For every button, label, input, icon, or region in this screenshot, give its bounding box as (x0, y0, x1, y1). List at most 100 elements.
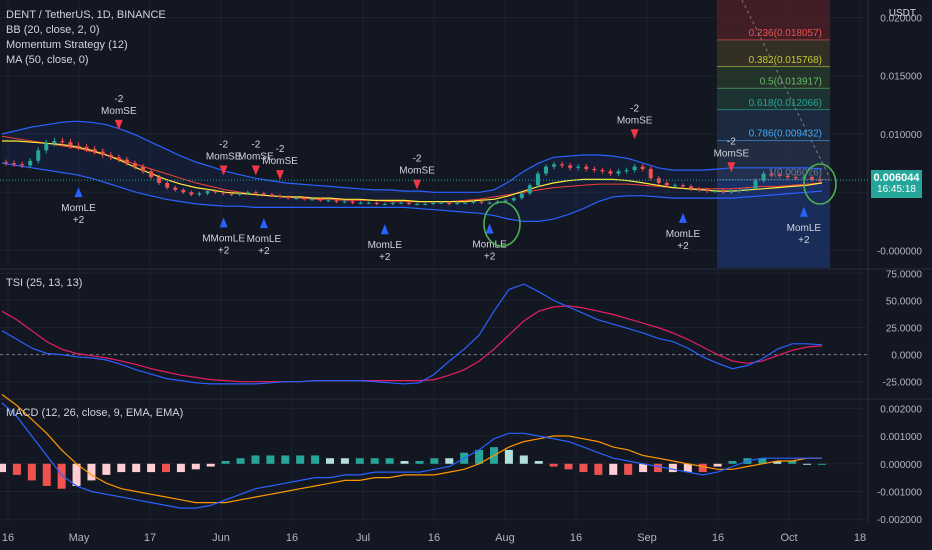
candle-body (116, 157, 121, 160)
macd-histogram-bar (176, 463, 185, 473)
candle-body (592, 168, 597, 171)
macd-y-tick-label: 0.000000 (880, 460, 922, 471)
long-arrow-icon (259, 218, 268, 229)
signal-short-qty: -2 (727, 136, 736, 147)
candle-body (519, 193, 524, 199)
tsi-y-tick-label: 50.0000 (886, 296, 923, 307)
macd-histogram-bar (475, 449, 484, 464)
candle-body (165, 182, 170, 188)
candle-body (76, 145, 81, 147)
long-arrow-icon (219, 217, 228, 228)
macd-histogram-bar (281, 455, 290, 464)
macd-histogram-bar (102, 463, 111, 475)
circle-annotation (803, 163, 837, 205)
price-y-tick-label: 0.015000 (880, 72, 922, 83)
candle-body (278, 195, 283, 197)
macd-histogram-bar (654, 463, 662, 473)
legend-bb[interactable]: BB (20, close, 2, 0) (6, 24, 100, 36)
candle-body (455, 202, 460, 204)
macd-histogram-bar (266, 455, 275, 464)
macd-histogram-bar (713, 463, 722, 467)
tsi-y-tick-label: -25.0000 (883, 378, 923, 389)
price-y-tick-label: 0.010000 (880, 130, 922, 141)
candle-body (624, 170, 629, 172)
candle-body (213, 191, 218, 193)
macd-histogram-bar (87, 463, 96, 481)
macd-histogram-bar (311, 455, 320, 464)
fib-zone (717, 140, 830, 180)
candle-body (777, 174, 782, 176)
signal-long-label: MomLE (247, 234, 282, 245)
candle-body (141, 166, 146, 172)
candle-body (286, 196, 291, 199)
candle-body (705, 189, 710, 192)
price-y-tick-label: 0.020000 (880, 13, 922, 24)
signal-long-label: MMomLE (202, 233, 245, 244)
x-tick-label: 16 (712, 532, 724, 544)
candle-body (406, 202, 411, 204)
candle-body (68, 142, 73, 146)
short-arrow-icon (727, 162, 736, 173)
candle-body (487, 202, 492, 204)
fib-level-label: 0.786(0.009432) (749, 129, 822, 140)
fib-level-label: 0.5(0.013917) (760, 76, 822, 87)
macd-histogram-bar (206, 463, 215, 467)
candle-body (302, 198, 307, 200)
candle-body (809, 177, 814, 180)
x-tick-label: Aug (495, 532, 515, 544)
macd-y-tick-label: 0.001000 (880, 432, 922, 443)
macd-histogram-bar (370, 458, 379, 464)
candle-body (12, 163, 17, 165)
candle-body (527, 185, 532, 194)
macd-title: MACD (12, 26, close, 9, EMA, EMA) (6, 407, 184, 419)
macd-histogram-bar (191, 463, 200, 470)
signal-long-qty: +2 (484, 251, 496, 262)
candle-body (672, 185, 677, 187)
currency-label[interactable]: USDT (888, 8, 916, 19)
macd-histogram-bar (728, 461, 737, 464)
candle-body (173, 187, 178, 190)
macd-histogram-bar (624, 463, 633, 475)
signal-long-label: MomLE (787, 223, 822, 234)
candle-body (84, 146, 89, 150)
tsi-legend[interactable]: TSI (25, 13, 13) (6, 276, 82, 291)
signal-short-label: MomSE (238, 151, 274, 162)
candle-body (535, 173, 540, 186)
macd-histogram-bar (534, 461, 543, 464)
legend-momentum[interactable]: Momentum Strategy (12) (6, 39, 128, 51)
fib-zone (717, 0, 830, 41)
candle-body (745, 188, 750, 190)
candle-body (737, 189, 742, 192)
candle-body (431, 202, 436, 204)
signal-short-qty: -2 (114, 94, 123, 105)
macd-histogram-bar (251, 455, 260, 464)
candle-body (584, 166, 589, 169)
candle-body (713, 191, 718, 193)
candle-body (398, 202, 403, 204)
symbol-title[interactable]: DENT / TetherUS, 1D, BINANCE (6, 9, 166, 21)
bb-upper-line (1, 120, 823, 193)
candle-body (390, 202, 395, 204)
tsi-title: TSI (25, 13, 13) (6, 277, 83, 289)
signal-long-label: MomLE (61, 203, 96, 214)
candle-body (640, 166, 645, 169)
macd-histogram-bar (698, 463, 707, 473)
candle-body (124, 159, 129, 164)
tsi-y-tick-label: 75.0000 (886, 269, 923, 280)
signal-long-qty: +2 (218, 245, 230, 256)
candle-body (237, 193, 242, 195)
candle-body (689, 186, 694, 189)
candle-body (479, 201, 484, 203)
macd-legend[interactable]: MACD (12, 26, close, 9, EMA, EMA) (6, 406, 183, 421)
legend-ma[interactable]: MA (50, close, 0) (6, 54, 89, 66)
signal-long-qty: +2 (73, 215, 85, 226)
candle-body (92, 149, 97, 152)
candle-body (616, 171, 621, 174)
signal-long-label: MomLE (666, 229, 701, 240)
macd-histogram-bar (519, 455, 528, 464)
macd-histogram-bar (415, 461, 424, 464)
candle-body (382, 203, 387, 205)
macd-histogram-bar (72, 463, 81, 486)
signal-long-label: MomLE (472, 239, 507, 250)
